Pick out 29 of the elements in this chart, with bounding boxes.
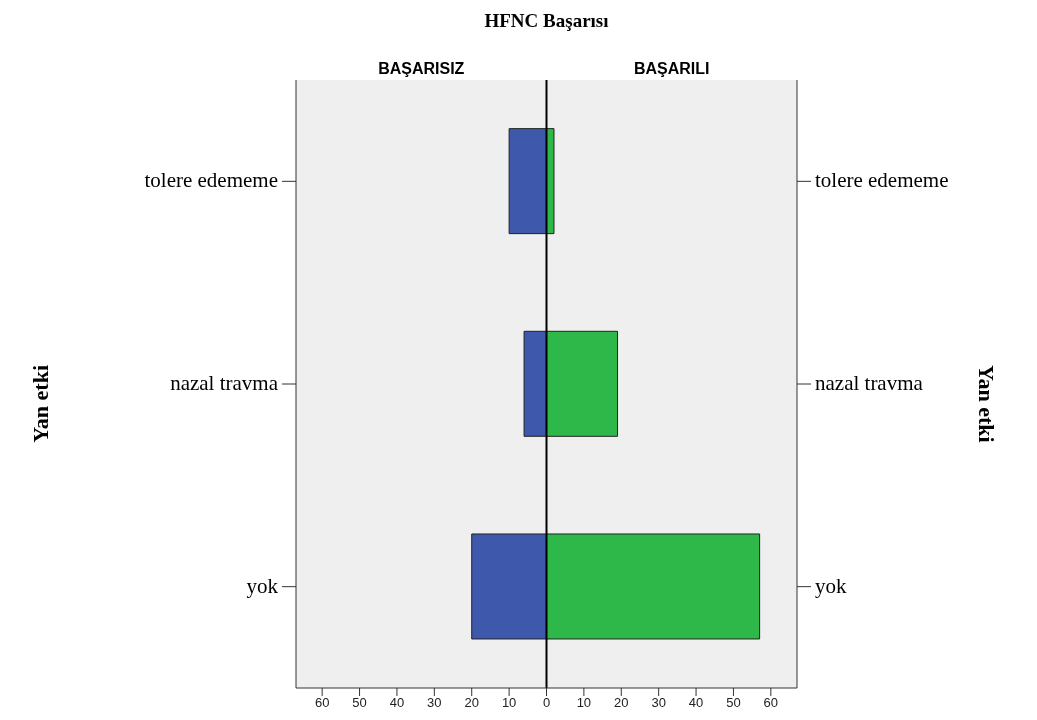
bar bbox=[508, 128, 547, 235]
bar bbox=[546, 533, 761, 640]
x-tick-label: 0 bbox=[542, 695, 551, 711]
text: Yan etki bbox=[973, 365, 999, 443]
chart-title: HFNC Başarısı bbox=[483, 10, 610, 32]
x-tick-label: 20 bbox=[464, 695, 479, 711]
x-tick-label: 40 bbox=[688, 695, 704, 711]
x-tick-label: 10 bbox=[576, 695, 592, 711]
x-tick-label: 40 bbox=[389, 695, 405, 711]
x-tick-label: 10 bbox=[501, 695, 517, 711]
x-tick-label: 50 bbox=[726, 695, 741, 711]
bar bbox=[546, 330, 619, 437]
text: BAŞARISIZ bbox=[377, 60, 466, 78]
category-label: yok bbox=[815, 573, 847, 598]
text: BAŞARILI bbox=[632, 60, 711, 78]
y-axis-title: Yan etki bbox=[28, 365, 54, 443]
y-tick-label: tolere edememe bbox=[144, 168, 278, 193]
bar bbox=[523, 330, 547, 437]
x-tick-label: 30 bbox=[651, 695, 666, 711]
bar bbox=[471, 533, 547, 640]
x-tick-label: 20 bbox=[614, 695, 629, 711]
y-tick-label: yok bbox=[246, 573, 279, 598]
x-tick-label: 50 bbox=[352, 695, 367, 711]
x-tick-label: 60 bbox=[314, 695, 330, 711]
x-tick-label: 30 bbox=[427, 695, 442, 711]
category-label: nazal travma bbox=[815, 371, 923, 395]
category-label: tolere edememe bbox=[815, 168, 949, 193]
y-tick-label: nazal travma bbox=[170, 371, 279, 395]
x-tick-label: 60 bbox=[763, 695, 779, 711]
